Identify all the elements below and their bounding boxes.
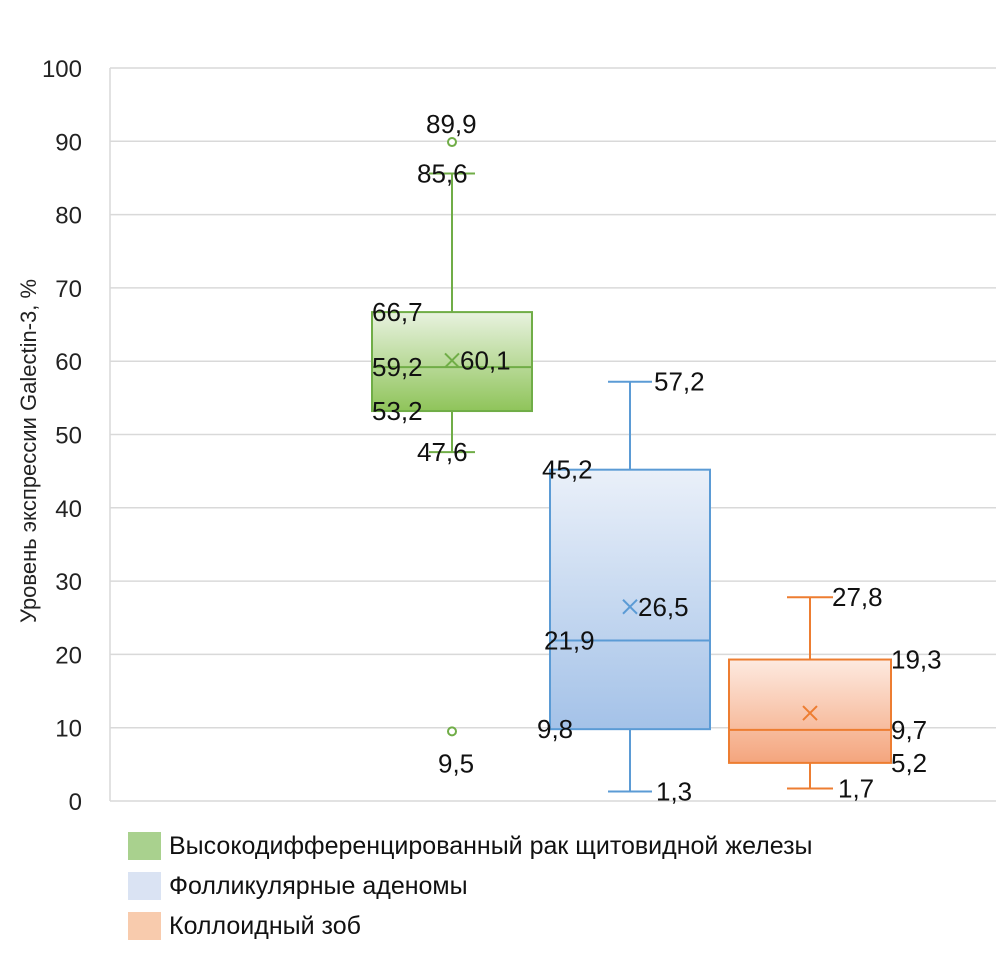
median-label: 21,9 <box>544 625 595 655</box>
y-axis-ticks: 0 10 20 30 40 50 60 70 80 90 100 <box>42 56 82 816</box>
y-tick-label: 70 <box>55 276 82 303</box>
median-label: 59,2 <box>372 352 423 382</box>
y-tick-label: 0 <box>69 789 82 816</box>
q3-label: 45,2 <box>542 455 593 485</box>
mean-marker <box>444 352 460 369</box>
legend-swatch-goiter <box>128 912 161 940</box>
mean-marker <box>622 599 638 615</box>
y-axis-label: Уровень экспрессии Galectin-3, % <box>16 279 41 623</box>
q3-label: 66,7 <box>372 297 423 327</box>
q1-label: 5,2 <box>891 748 927 778</box>
q1-label: 9,8 <box>537 714 573 744</box>
y-tick-label: 50 <box>55 423 82 450</box>
q1-label: 53,2 <box>372 396 423 426</box>
y-tick-label: 100 <box>42 56 82 83</box>
max-label: 85,6 <box>417 159 468 189</box>
legend: Высокодифференцированный рак щитовидной … <box>128 826 813 946</box>
y-tick-label: 90 <box>55 129 82 156</box>
min-label: 47,6 <box>417 437 468 467</box>
q3-label: 19,3 <box>891 645 942 675</box>
y-tick-label: 80 <box>55 203 82 230</box>
iqr-box <box>728 658 892 764</box>
max-label: 27,8 <box>832 582 883 612</box>
legend-item-goiter: Коллоидный зоб <box>128 906 813 946</box>
legend-swatch-adenoma <box>128 872 161 900</box>
legend-swatch-carcinoma <box>128 832 161 860</box>
mean-label: 26,5 <box>638 592 689 622</box>
box-0: 89,9 9,5 85,6 66,7 59,2 60,1 53,2 47,6 <box>371 109 533 778</box>
min-label: 1,7 <box>838 774 874 804</box>
y-tick-label: 40 <box>55 496 82 523</box>
y-tick-label: 30 <box>55 569 82 596</box>
legend-label: Фолликулярные аденомы <box>169 871 468 900</box>
legend-item-adenoma: Фолликулярные аденомы <box>128 866 813 906</box>
y-tick-label: 10 <box>55 716 82 743</box>
box-2: 27,8 19,3 9,75,2 1,7 <box>728 582 942 804</box>
median-label: 9,7 <box>891 715 927 745</box>
outlier-point <box>447 137 457 148</box>
max-label: 57,2 <box>654 367 705 397</box>
legend-label: Коллоидный зоб <box>169 911 361 940</box>
legend-item-carcinoma: Высокодифференцированный рак щитовидной … <box>128 826 813 866</box>
min-label: 1,3 <box>656 776 692 806</box>
y-tick-label: 20 <box>55 642 82 669</box>
mean-label: 60,1 <box>460 345 511 375</box>
y-tick-label: 60 <box>55 349 82 376</box>
outlier-label: 9,5 <box>438 748 474 778</box>
iqr-box <box>549 468 711 731</box>
outlier-point <box>447 726 457 737</box>
legend-label: Высокодифференцированный рак щитовидной … <box>169 831 813 860</box>
mean-marker <box>802 705 818 721</box>
box-1: 57,2 45,2 21,9 26,5 9,8 1,3 <box>537 367 711 806</box>
outlier-label: 89,9 <box>426 109 477 139</box>
boxes: 89,9 9,5 85,6 66,7 59,2 60,1 53,2 47,6 57,2 45,2 2… <box>371 109 942 806</box>
